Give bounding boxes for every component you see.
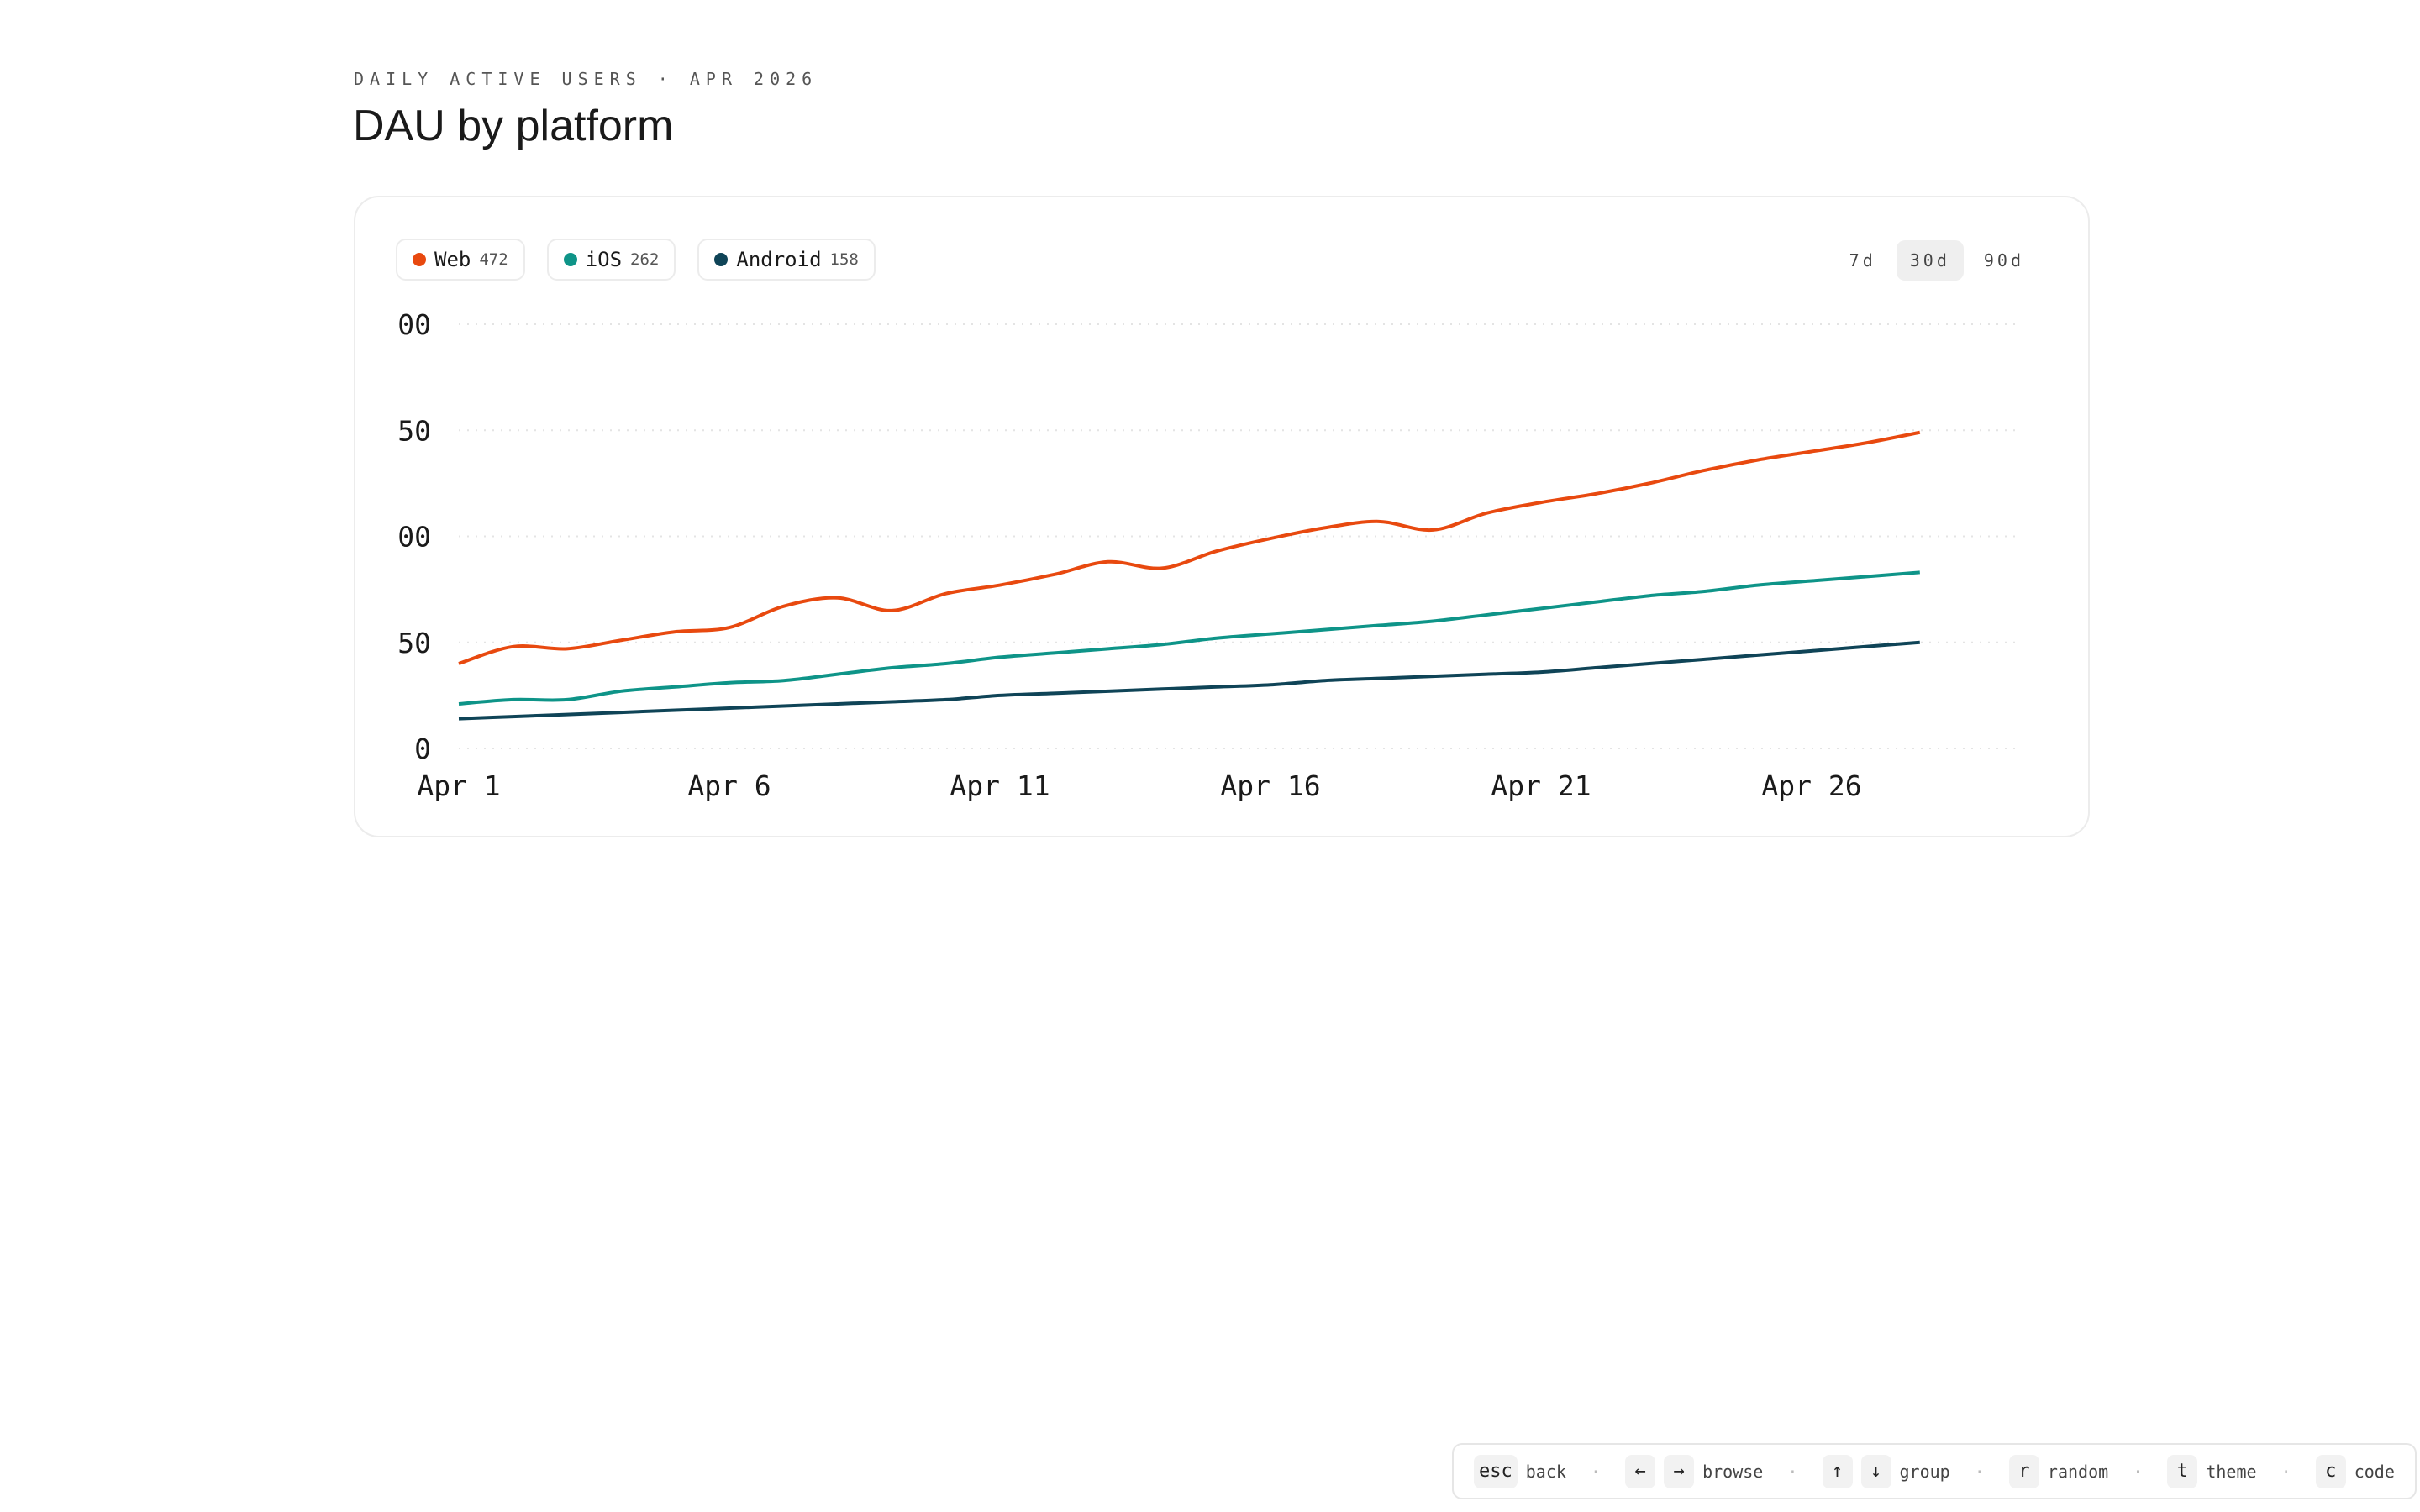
- key: →: [1664, 1454, 1695, 1488]
- key: t: [2167, 1454, 2198, 1488]
- separator: ·: [1974, 1461, 1985, 1482]
- legend-item[interactable]: Android 158: [697, 239, 876, 281]
- legend-label: iOS: [585, 248, 623, 271]
- chart-card: 0 50 00 50 00 Apr 1 Apr 6 Apr 11 Apr 16 Apr 21 Apr…: [354, 196, 2090, 837]
- series-line: [458, 430, 1921, 665]
- y-tick-label: 50: [397, 414, 431, 447]
- shortcut-label: theme: [2206, 1461, 2257, 1482]
- y-tick-label: 50: [397, 627, 431, 659]
- x-tick-label: Apr 6: [687, 769, 771, 802]
- series-line: [458, 640, 1920, 721]
- legend-swatch: [714, 253, 729, 266]
- legend-swatch: [413, 253, 426, 266]
- separator: ·: [1590, 1461, 1602, 1482]
- legend: Web 472 iOS 262 Android 158: [396, 239, 876, 281]
- legend-item[interactable]: Web 472: [396, 239, 525, 281]
- shortcut-bar: esc back · ← → browse · ↑ ↓ group · r random · t theme ·…: [1452, 1443, 2417, 1499]
- shortcut[interactable]: ← → browse: [1625, 1454, 1764, 1488]
- shortcut-label: random: [2047, 1461, 2109, 1482]
- x-tick-label: Apr 11: [950, 769, 1050, 802]
- y-tick-label: 00: [397, 308, 431, 341]
- page-title: DAU by platform: [353, 102, 674, 150]
- x-tick-label: Apr 21: [1491, 769, 1591, 802]
- shortcut[interactable]: c code: [2315, 1454, 2395, 1488]
- separator: ·: [2281, 1461, 2291, 1482]
- range-button[interactable]: 90d: [1983, 250, 2024, 270]
- x-tick-label: Apr 26: [1761, 769, 1861, 802]
- series-line: [458, 570, 1920, 706]
- shortcut-label: code: [2354, 1461, 2395, 1482]
- legend-swatch: [563, 253, 577, 266]
- key: ↑: [1822, 1454, 1853, 1488]
- eyebrow: DAILY ACTIVE USERS · APR 2026: [354, 69, 818, 89]
- key: c: [2315, 1454, 2346, 1488]
- shortcut-label: group: [1899, 1461, 1950, 1482]
- legend-label: Web: [434, 248, 471, 271]
- legend-label: Android: [736, 248, 822, 271]
- key: esc: [1474, 1454, 1518, 1488]
- y-tick-label: 0: [414, 732, 431, 765]
- legend-value: 158: [829, 250, 859, 269]
- legend-value: 262: [630, 250, 660, 269]
- key: ↓: [1860, 1454, 1891, 1488]
- shortcut[interactable]: t theme: [2167, 1454, 2257, 1488]
- range-button[interactable]: 30d: [1896, 240, 1964, 281]
- shortcut-label: back: [1525, 1461, 1566, 1482]
- x-tick-label: Apr 16: [1220, 769, 1320, 802]
- separator: ·: [2133, 1461, 2144, 1482]
- x-tick-label: Apr 1: [417, 769, 500, 802]
- shortcut[interactable]: esc back: [1474, 1454, 1566, 1488]
- separator: ·: [1787, 1461, 1798, 1482]
- range-button[interactable]: 7d: [1849, 250, 1876, 270]
- chart: 0 50 00 50 00 Apr 1 Apr 6 Apr 11 Apr 16 Apr 21 Apr…: [397, 308, 2021, 802]
- y-tick-label: 00: [397, 521, 431, 554]
- key: r: [2008, 1454, 2039, 1488]
- legend-item[interactable]: iOS 262: [546, 239, 676, 281]
- shortcut-label: browse: [1702, 1461, 1764, 1482]
- key: ←: [1625, 1454, 1656, 1488]
- range-selector: 7d 30d 90d: [1836, 240, 2038, 281]
- shortcut[interactable]: r random: [2008, 1454, 2109, 1488]
- legend-value: 472: [479, 250, 508, 269]
- shortcut[interactable]: ↑ ↓ group: [1822, 1454, 1950, 1488]
